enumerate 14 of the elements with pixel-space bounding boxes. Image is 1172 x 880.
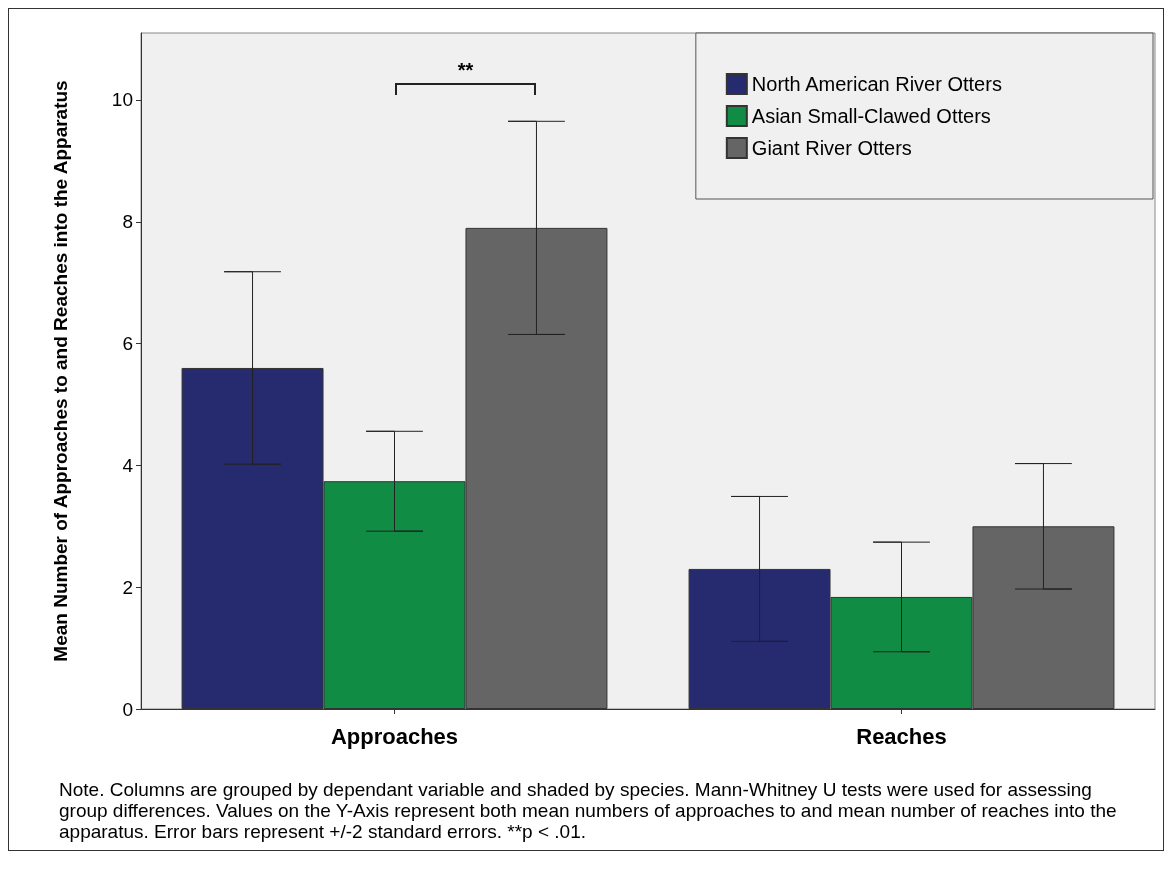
y-tick-label: 10 xyxy=(111,89,133,111)
legend-label: Giant River Otters xyxy=(751,137,912,159)
text: Note. Columns are grouped by dependant variable and shaded by species. Mann-Whitney U tests were used for assessing group differences. Values on the Y-Axis represent both mean numbers of approaches to and mean number of reaches into the apparatus. Error bars represent +/-2 standard errors. **p < .01. xyxy=(58,779,1118,844)
x-tick-label: Approaches xyxy=(330,723,459,749)
annotation: ** xyxy=(456,59,475,83)
y-axis-title: Mean Number of Approaches to and Reaches into the Apparatus xyxy=(49,80,71,662)
y-tick-label: 6 xyxy=(122,333,133,355)
legend-label: Asian Small-Clawed Otters xyxy=(751,105,991,127)
y-tick-label: 4 xyxy=(122,454,134,476)
x-tick-label: Reaches xyxy=(856,723,947,749)
legend-label: North American River Otters xyxy=(751,73,1002,95)
y-tick-label: 0 xyxy=(122,698,133,720)
y-tick-label: 2 xyxy=(122,576,133,598)
y-tick-label: 8 xyxy=(122,211,133,233)
